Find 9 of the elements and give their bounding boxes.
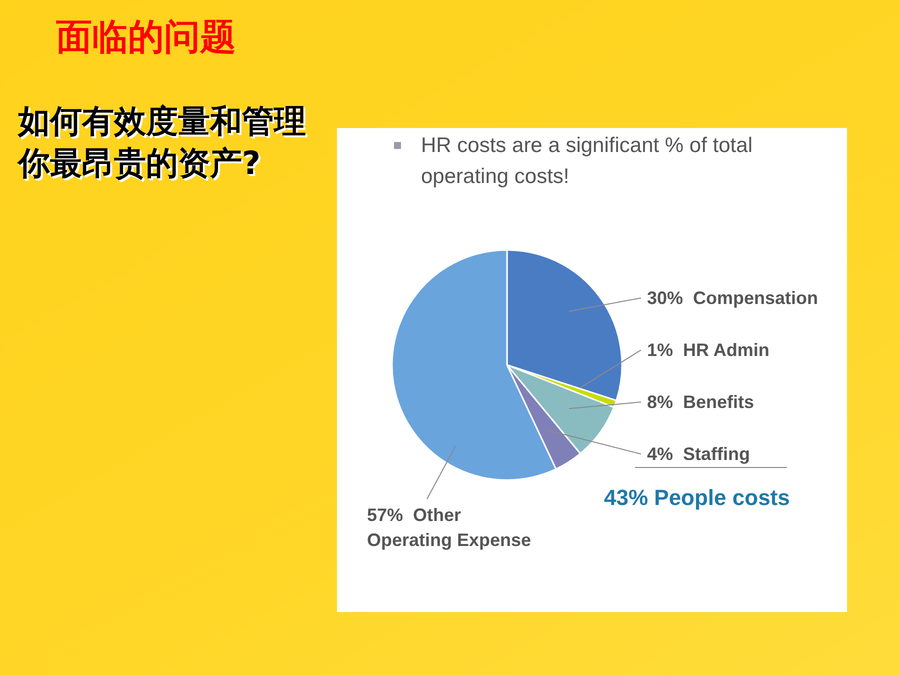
- slice-label: 30% Compensation: [647, 288, 818, 308]
- slice-label: 1% HR Admin: [647, 340, 770, 360]
- text: 43% People costs: [604, 484, 790, 512]
- chart-title: 面临的问题: [56, 16, 236, 60]
- slice-label: 4% Staffing: [647, 444, 750, 464]
- slice-label: 57% Other Operating Expense: [367, 505, 532, 550]
- text: HR costs are a significant % of total operating costs!: [421, 133, 754, 190]
- chart-subtitle: 如何有效度量和管理你最昂贵的资产?: [18, 101, 307, 184]
- slice-label: 8% Benefits: [647, 392, 754, 412]
